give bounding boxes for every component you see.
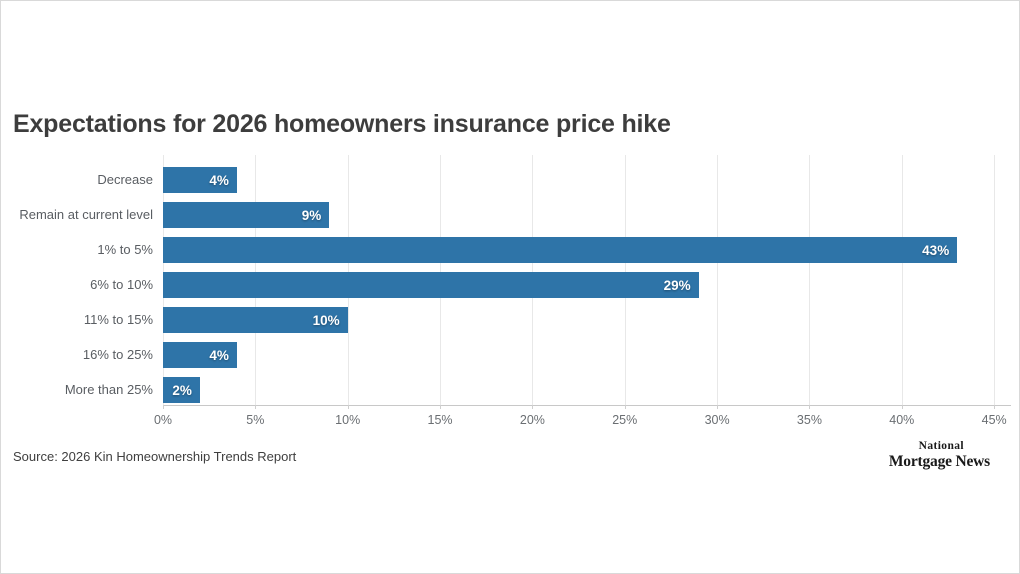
x-axis-tick-label: 45% bbox=[981, 413, 1007, 427]
x-axis-tickmark bbox=[717, 405, 719, 409]
x-axis-tick-label: 35% bbox=[796, 413, 822, 427]
x-axis-tick-label: 15% bbox=[427, 413, 453, 427]
x-axis-tickmark bbox=[255, 405, 257, 409]
gridline bbox=[901, 155, 903, 405]
bar-value-label: 4% bbox=[209, 347, 229, 363]
bar-value-label: 29% bbox=[663, 277, 691, 293]
category-label: 16% to 25% bbox=[82, 347, 153, 362]
bar-6-to-10-: 29% bbox=[163, 272, 699, 298]
x-axis-tick-label: 0% bbox=[153, 413, 173, 427]
category-label: 1% to 5% bbox=[97, 242, 153, 257]
national-mortgage-news-logo: National Mortgage News bbox=[888, 440, 990, 470]
x-axis-tick-label: 25% bbox=[612, 413, 638, 427]
x-axis-tickmark bbox=[809, 405, 811, 409]
bar-value-label: 4% bbox=[209, 172, 229, 188]
x-axis-tick-label: 40% bbox=[889, 413, 915, 427]
gridline bbox=[809, 155, 811, 405]
bar-remain-at-current-level: 9% bbox=[163, 202, 330, 228]
bar-16-to-25-: 4% bbox=[163, 342, 237, 368]
bar-11-to-15-: 10% bbox=[163, 307, 348, 333]
category-label: Decrease bbox=[97, 172, 153, 187]
x-axis-tickmark bbox=[347, 405, 349, 409]
x-axis-tickmark bbox=[994, 405, 996, 409]
source-note: Source: 2026 Kin Homeownership Trends Re… bbox=[13, 449, 297, 464]
x-axis-tickmark bbox=[624, 405, 626, 409]
plot-area: 0% 5% 10% 15% 20% 25% 30% 35% 40% 45% 4% 9% 43% 29% 10… bbox=[154, 155, 1011, 427]
category-label: 6% to 10% bbox=[90, 277, 153, 292]
bar-value-label: 10% bbox=[312, 312, 340, 328]
bar-more-than-25-: 2% bbox=[163, 377, 200, 403]
x-axis-tick-label: 20% bbox=[519, 413, 545, 427]
x-axis-tickmark bbox=[901, 405, 903, 409]
category-label: Remain at current level bbox=[19, 207, 153, 222]
category-axis: Decrease Remain at current level 1% to 5% 6… bbox=[1, 155, 153, 405]
x-axis-tickmark bbox=[163, 405, 164, 409]
gridline bbox=[717, 155, 719, 405]
logo-line-national: National bbox=[918, 440, 964, 452]
chart-title: Expectations for 2026 homeowners insuran… bbox=[13, 110, 671, 138]
bar-value-label: 9% bbox=[301, 207, 322, 223]
x-axis-tick-label: 10% bbox=[335, 413, 361, 427]
x-axis-tick-label: 5% bbox=[246, 413, 265, 427]
logo-line-mortgage-news: Mortgage News bbox=[888, 452, 990, 470]
bar-1-to-5-: 43% bbox=[163, 237, 958, 263]
category-label: 11% to 15% bbox=[83, 312, 153, 327]
x-axis-tick-label: 30% bbox=[704, 413, 730, 427]
gridline bbox=[994, 155, 996, 405]
x-axis-tickmark bbox=[440, 405, 442, 409]
x-axis-tickmark bbox=[532, 405, 534, 409]
bar-value-label: 43% bbox=[922, 242, 950, 258]
bar-value-label: 2% bbox=[172, 382, 192, 398]
category-label: More than 25% bbox=[64, 382, 153, 397]
bar-decrease: 4% bbox=[163, 167, 237, 193]
